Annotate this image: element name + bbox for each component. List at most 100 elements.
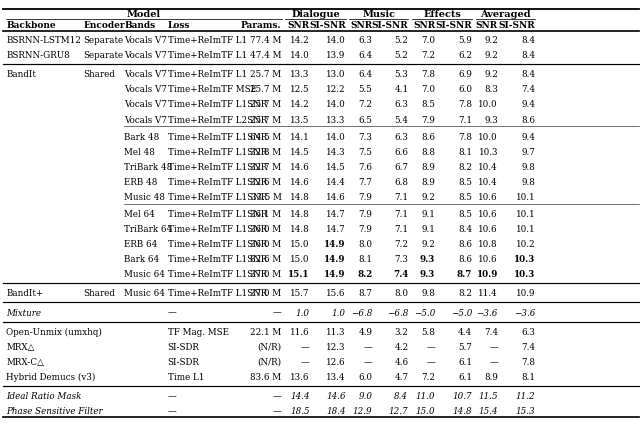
Text: Time+ReImTF L1: Time+ReImTF L1: [168, 51, 247, 60]
Text: —: —: [489, 358, 498, 367]
Text: 10.9: 10.9: [477, 270, 498, 279]
Text: 8.5: 8.5: [458, 210, 472, 219]
Text: 10.7: 10.7: [452, 392, 472, 401]
Text: Time+ReImTF L1SNR: Time+ReImTF L1SNR: [168, 193, 267, 202]
Text: Mel 64: Mel 64: [124, 210, 155, 219]
Text: 9.1: 9.1: [421, 225, 435, 234]
Text: 4.1: 4.1: [394, 85, 408, 94]
Text: 36.0 M: 36.0 M: [250, 225, 282, 234]
Text: 7.9: 7.9: [358, 225, 372, 234]
Text: Time+ReImTF L1SNR: Time+ReImTF L1SNR: [168, 210, 267, 219]
Text: Encoder: Encoder: [83, 21, 125, 30]
Text: SNR: SNR: [350, 21, 372, 30]
Text: 13.3: 13.3: [326, 115, 346, 124]
Text: SI-SNR: SI-SNR: [309, 21, 346, 30]
Text: 22.1 M: 22.1 M: [250, 328, 282, 337]
Text: 14.9: 14.9: [324, 240, 346, 249]
Text: 8.6: 8.6: [458, 255, 472, 264]
Text: BSRNN-GRU8: BSRNN-GRU8: [6, 51, 70, 60]
Text: 1.0: 1.0: [296, 308, 310, 317]
Text: 6.0: 6.0: [358, 373, 372, 382]
Text: −3.6: −3.6: [514, 308, 535, 317]
Text: BandIt+: BandIt+: [6, 289, 44, 298]
Text: Averaged: Averaged: [480, 10, 531, 19]
Text: Time+ReImTF L1SNR: Time+ReImTF L1SNR: [168, 163, 267, 172]
Text: 9.2: 9.2: [484, 51, 498, 60]
Text: 14.5: 14.5: [326, 163, 346, 172]
Text: 25.7 M: 25.7 M: [250, 115, 282, 124]
Text: 9.2: 9.2: [484, 36, 498, 45]
Text: 8.2: 8.2: [458, 163, 472, 172]
Text: 1.0: 1.0: [332, 308, 346, 317]
Text: 10.1: 10.1: [515, 225, 535, 234]
Text: Time+ReImTF L1SNR: Time+ReImTF L1SNR: [168, 255, 267, 264]
Text: 10.4: 10.4: [478, 163, 498, 172]
Text: —: —: [168, 407, 177, 416]
Text: 8.6: 8.6: [458, 240, 472, 249]
Text: 7.2: 7.2: [421, 51, 435, 60]
Text: 6.1: 6.1: [458, 373, 472, 382]
Text: 5.2: 5.2: [394, 36, 408, 45]
Text: Music 48: Music 48: [124, 193, 165, 202]
Text: 14.9: 14.9: [324, 270, 346, 279]
Text: Time+ReImTF L1SNR: Time+ReImTF L1SNR: [168, 148, 267, 157]
Text: 10.9: 10.9: [516, 289, 535, 298]
Text: Vocals V7: Vocals V7: [124, 51, 167, 60]
Text: 14.7: 14.7: [326, 225, 346, 234]
Text: 7.8: 7.8: [458, 100, 472, 109]
Text: 9.4: 9.4: [521, 133, 535, 142]
Text: 8.9: 8.9: [421, 178, 435, 187]
Text: Time+ReImTF L1SNR: Time+ReImTF L1SNR: [168, 133, 267, 142]
Text: 8.6: 8.6: [521, 115, 535, 124]
Text: 83.6 M: 83.6 M: [250, 373, 282, 382]
Text: Shared: Shared: [83, 70, 115, 79]
Text: Dialogue: Dialogue: [291, 10, 340, 19]
Text: 13.0: 13.0: [326, 70, 346, 79]
Text: 47.4 M: 47.4 M: [250, 51, 282, 60]
Text: Time+ReImTF L1SNR: Time+ReImTF L1SNR: [168, 270, 267, 279]
Text: 14.6: 14.6: [326, 392, 346, 401]
Text: Time+ReImTF L1: Time+ReImTF L1: [168, 36, 247, 45]
Text: 8.4: 8.4: [521, 36, 535, 45]
Text: Music: Music: [362, 10, 395, 19]
Text: 7.4: 7.4: [393, 270, 408, 279]
Text: 8.6: 8.6: [421, 133, 435, 142]
Text: 7.4: 7.4: [484, 328, 498, 337]
Text: 14.1: 14.1: [290, 133, 310, 142]
Text: 10.8: 10.8: [478, 240, 498, 249]
Text: 7.1: 7.1: [394, 193, 408, 202]
Text: 8.4: 8.4: [394, 392, 408, 401]
Text: 5.5: 5.5: [359, 85, 372, 94]
Text: 7.9: 7.9: [358, 193, 372, 202]
Text: 4.2: 4.2: [394, 343, 408, 352]
Text: 10.1: 10.1: [515, 193, 535, 202]
Text: 37.0 M: 37.0 M: [250, 289, 282, 298]
Text: 14.2: 14.2: [290, 36, 310, 45]
Text: (N/R): (N/R): [257, 343, 282, 352]
Text: Vocals V7: Vocals V7: [124, 85, 167, 94]
Text: 25.7 M: 25.7 M: [250, 70, 282, 79]
Text: 77.4 M: 77.4 M: [250, 36, 282, 45]
Text: —: —: [364, 358, 372, 367]
Text: 14.6: 14.6: [326, 193, 346, 202]
Text: 4.4: 4.4: [458, 328, 472, 337]
Text: —: —: [168, 392, 177, 401]
Text: 8.5: 8.5: [458, 178, 472, 187]
Text: Open-Unmix (umxhq): Open-Unmix (umxhq): [6, 328, 102, 337]
Text: (N/R): (N/R): [257, 358, 282, 367]
Text: Hybrid Demucs (v3): Hybrid Demucs (v3): [6, 373, 96, 382]
Text: 7.4: 7.4: [521, 343, 535, 352]
Text: 14.4: 14.4: [290, 392, 310, 401]
Text: Effects: Effects: [423, 10, 461, 19]
Text: 15.0: 15.0: [291, 240, 310, 249]
Text: Vocals V7: Vocals V7: [124, 70, 167, 79]
Text: Bark 48: Bark 48: [124, 133, 159, 142]
Text: 6.9: 6.9: [458, 70, 472, 79]
Text: Backbone: Backbone: [6, 21, 56, 30]
Text: TF Mag. MSE: TF Mag. MSE: [168, 328, 228, 337]
Text: Params.: Params.: [241, 21, 282, 30]
Text: Mel 48: Mel 48: [124, 148, 155, 157]
Text: 8.4: 8.4: [521, 70, 535, 79]
Text: 15.0: 15.0: [415, 407, 435, 416]
Text: −6.8: −6.8: [387, 308, 408, 317]
